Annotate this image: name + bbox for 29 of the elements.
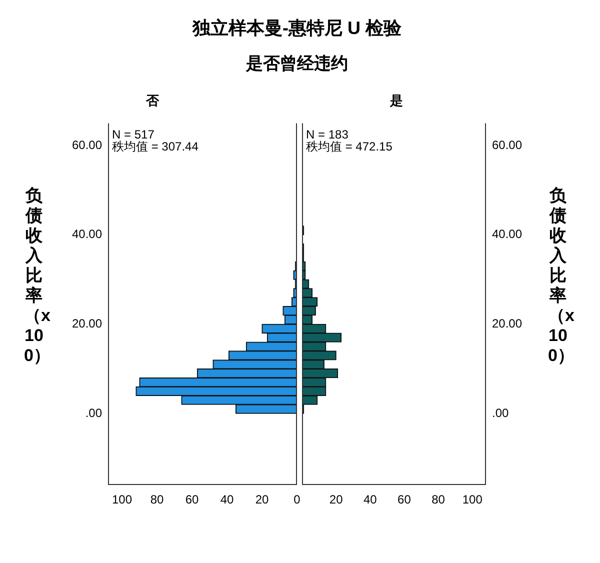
x-tick-label: 20 bbox=[329, 492, 344, 507]
annotation: 秩均值 = 472.15 bbox=[306, 140, 393, 154]
y-tick-label: 60.00 bbox=[72, 138, 102, 152]
x-tick-label: 60 bbox=[398, 492, 412, 507]
text: 负债收入比率（x100） bbox=[24, 186, 50, 365]
y-tick-label: .00 bbox=[85, 406, 102, 420]
y-tick-label: 20.00 bbox=[72, 316, 102, 331]
y-tick-label: 60.00 bbox=[492, 138, 522, 152]
chart-title: 是 bbox=[389, 92, 404, 110]
y-tick-label: .00 bbox=[492, 406, 510, 420]
y-tick-label: 40.00 bbox=[72, 227, 102, 242]
y-tick-label: 20.00 bbox=[492, 316, 522, 331]
x-tick-label: 80 bbox=[150, 492, 164, 507]
x-tick-label: 80 bbox=[432, 492, 446, 507]
x-tick-label: 40 bbox=[220, 492, 234, 507]
text: 负债收入比率（x100） bbox=[548, 186, 574, 365]
x-tick-label: 60 bbox=[185, 492, 199, 507]
annotation: N = 183 bbox=[306, 128, 349, 142]
x-tick-label: 0 bbox=[294, 492, 301, 507]
x-tick-label: 100 bbox=[462, 492, 483, 507]
x-tick-label: 20 bbox=[255, 492, 269, 507]
y-tick-label: 40.00 bbox=[492, 227, 522, 242]
x-tick-label: 40 bbox=[363, 492, 378, 507]
text: 是否曾经违约 bbox=[245, 53, 349, 75]
annotation: 秩均值 = 307.44 bbox=[112, 140, 199, 154]
text: 独立样本曼-惠特尼 U 检验 bbox=[191, 17, 402, 40]
chart-title: 否 bbox=[145, 92, 160, 110]
x-tick-label: 100 bbox=[112, 492, 132, 507]
annotation: N = 517 bbox=[112, 128, 155, 142]
